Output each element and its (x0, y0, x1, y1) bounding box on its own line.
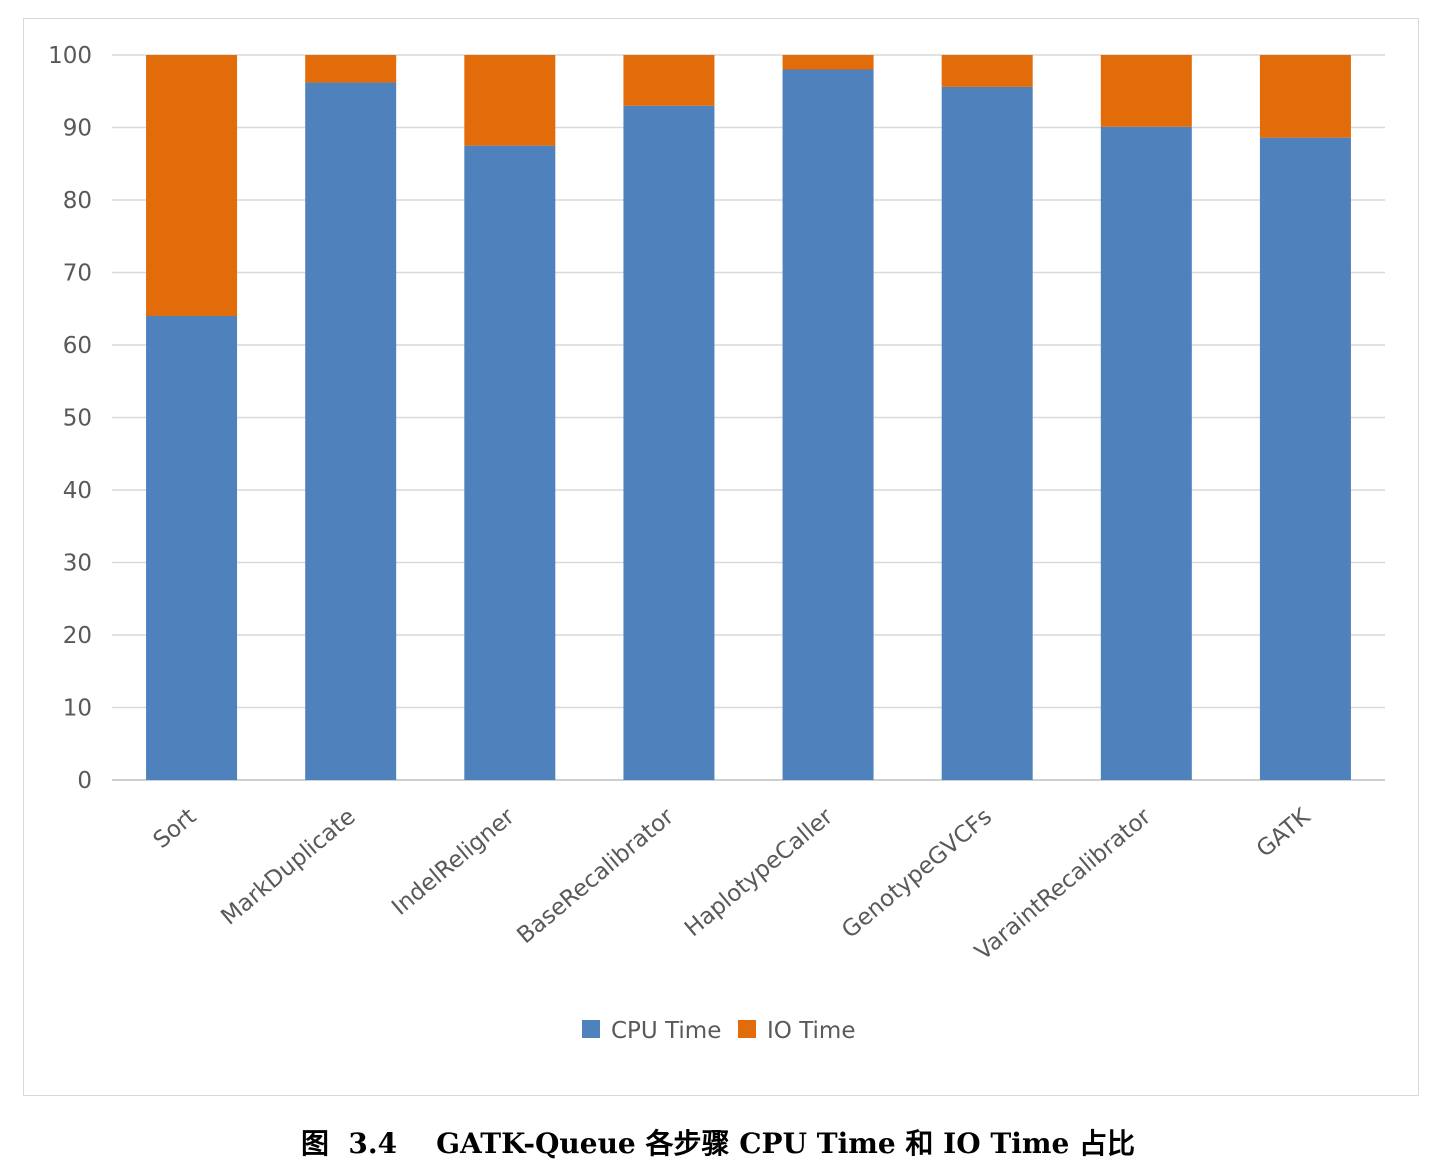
x-category-label: MarkDuplicate (216, 804, 360, 931)
x-category-label: GenotypeGVCFs (837, 804, 997, 944)
x-category-label: HaplotypeCaller (680, 803, 838, 942)
bar-cpu-time (782, 69, 874, 780)
y-tick-label: 40 (63, 478, 92, 504)
bar-cpu-time (941, 86, 1033, 780)
bar-cpu-time (305, 82, 397, 781)
y-tick-label: 60 (63, 333, 92, 359)
y-tick-label: 80 (63, 188, 92, 214)
bar-cpu-time (1259, 137, 1351, 780)
legend-swatch-cpu-time (582, 1020, 600, 1038)
x-category-label: BaseRecalibrator (512, 803, 679, 949)
bar-layer (146, 55, 1351, 781)
bar-cpu-time (623, 105, 715, 780)
x-category-label: GATK (1252, 803, 1316, 863)
bar-cpu-time (1100, 126, 1192, 780)
legend-label-cpu-time: CPU Time (611, 1018, 721, 1044)
legend: CPU Time IO Time (582, 1018, 856, 1044)
x-category-label: VaraintRecalibrator (970, 803, 1156, 965)
y-tick-label: 0 (77, 768, 92, 794)
bar-io-time (782, 55, 874, 70)
bar-io-time (1259, 55, 1351, 138)
bar-io-time (305, 55, 397, 83)
y-tick-label: 30 (63, 551, 92, 577)
y-tick-label: 20 (63, 623, 92, 649)
figure-caption: 图 3.4 GATK-Queue 各步骤 CPU Time 和 IO Time … (300, 1127, 1136, 1160)
bar-cpu-time (146, 316, 238, 780)
bar-io-time (146, 55, 238, 316)
legend-label-io-time: IO Time (767, 1018, 856, 1044)
bar-io-time (464, 55, 556, 146)
bar-io-time (623, 55, 715, 106)
bar-io-time (1100, 55, 1192, 127)
x-axis-labels: Sort MarkDuplicate IndelRelignerBaseRecali… (149, 803, 1316, 966)
x-category-label: Sort (149, 804, 202, 854)
bar-cpu-time (464, 145, 556, 780)
bar-io-time (941, 55, 1033, 87)
y-tick-label: 50 (63, 406, 92, 432)
y-tick-label: 70 (63, 261, 92, 287)
legend-swatch-io-time (738, 1020, 756, 1038)
y-tick-label: 10 (63, 696, 92, 722)
y-tick-label: 90 (63, 116, 92, 142)
y-tick-label: 100 (48, 43, 92, 69)
x-category-label: IndelReligner (387, 803, 520, 920)
chart-frame: 0 10 20 30 40 50 60 70 80 90 100 Sort MarkDuplicate… (23, 18, 1419, 1096)
stacked-bar-chart: 0 10 20 30 40 50 60 70 80 90 100 Sort MarkDuplicate… (48, 43, 1385, 1044)
y-axis-ticks: 0 10 20 30 40 50 60 70 80 90 100 (48, 43, 92, 794)
grid-layer (112, 54, 1385, 781)
